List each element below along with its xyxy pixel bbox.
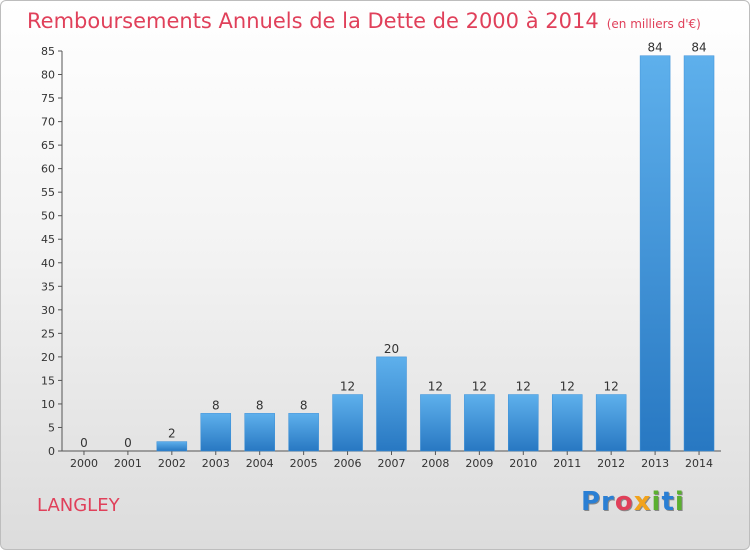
data-label-2004: 8 — [256, 398, 264, 412]
y-tick-label: 65 — [41, 139, 55, 152]
y-tick-label: 35 — [41, 280, 55, 293]
data-label-2008: 12 — [428, 380, 443, 394]
proxiti-logo[interactable]: Proxiti — [581, 487, 685, 517]
y-tick-label: 40 — [41, 257, 55, 270]
y-tick-label: 15 — [41, 374, 55, 387]
data-label-2011: 12 — [560, 380, 575, 394]
data-label-2013: 84 — [647, 41, 662, 55]
y-tick-label: 45 — [41, 233, 55, 246]
bar-2011 — [551, 394, 583, 452]
bar-2002 — [156, 441, 188, 452]
bar-2008 — [420, 394, 451, 452]
x-tick-label: 2001 — [114, 457, 142, 470]
x-tick-label: 2005 — [290, 457, 318, 470]
y-tick-label: 85 — [41, 45, 55, 58]
chart-subtitle: (en milliers d'€) — [606, 17, 701, 31]
x-tick-label: 2010 — [509, 457, 537, 470]
x-tick-label: 2013 — [641, 457, 669, 470]
y-tick-label: 5 — [48, 421, 55, 434]
x-tick-label: 2012 — [597, 457, 625, 470]
y-tick-label: 55 — [41, 186, 55, 199]
data-label-2009: 12 — [472, 380, 487, 394]
chart-title: Remboursements Annuels de la Dette de 20… — [27, 9, 599, 33]
y-tick-label: 75 — [41, 92, 55, 105]
data-label-2014: 84 — [691, 41, 706, 55]
bar-2010 — [508, 394, 539, 452]
data-label-2010: 12 — [516, 380, 531, 394]
x-tick-label: 2008 — [421, 457, 449, 470]
data-label-2006: 12 — [340, 380, 355, 394]
x-tick-label: 2007 — [378, 457, 406, 470]
data-label-2000: 0 — [80, 436, 88, 450]
logo-part-1: Pr — [581, 487, 615, 517]
x-tick-label: 2009 — [465, 457, 493, 470]
logo-part-4: i — [651, 487, 662, 517]
y-tick-label: 50 — [41, 210, 55, 223]
y-tick-label: 0 — [48, 445, 55, 458]
bar-2006 — [332, 394, 363, 452]
x-tick-label: 2003 — [202, 457, 230, 470]
y-tick-label: 20 — [41, 351, 55, 364]
logo-part-6: i — [674, 487, 685, 517]
x-tick-label: 2000 — [70, 457, 98, 470]
y-tick-label: 60 — [41, 163, 55, 176]
chart-title-block: Remboursements Annuels de la Dette de 20… — [27, 9, 701, 33]
data-label-2012: 12 — [604, 380, 619, 394]
commune-name: LANGLEY — [37, 495, 120, 516]
bar-2003 — [200, 413, 232, 452]
x-tick-label: 2011 — [553, 457, 581, 470]
data-label-2002: 2 — [168, 427, 176, 441]
data-label-2003: 8 — [212, 398, 220, 412]
x-tick-label: 2014 — [685, 457, 713, 470]
data-label-2005: 8 — [300, 398, 308, 412]
bar-2013 — [639, 55, 671, 452]
logo-part-2: o — [614, 487, 634, 517]
y-tick-label: 25 — [41, 327, 55, 340]
bar-2014 — [683, 55, 715, 452]
x-tick-label: 2004 — [246, 457, 274, 470]
chart-bars: 0 0 2 8 8 8 12 20 12 12 12 12 12 84 84 — [80, 41, 715, 452]
x-tick-label: 2002 — [158, 457, 186, 470]
data-label-2007: 20 — [384, 342, 399, 356]
x-tick-label: 2006 — [334, 457, 362, 470]
data-label-2001: 0 — [124, 436, 132, 450]
bar-2009 — [464, 394, 495, 452]
y-tick-label: 80 — [41, 69, 55, 82]
bar-2004 — [244, 413, 275, 452]
y-tick-label: 30 — [41, 304, 55, 317]
bar-2007 — [376, 356, 407, 452]
y-tick-label: 70 — [41, 116, 55, 129]
logo-part-3: x — [633, 487, 652, 517]
bar-2005 — [288, 413, 319, 452]
y-tick-label: 10 — [41, 398, 55, 411]
logo-part-5: t — [661, 487, 675, 517]
bar-2012 — [595, 394, 627, 452]
